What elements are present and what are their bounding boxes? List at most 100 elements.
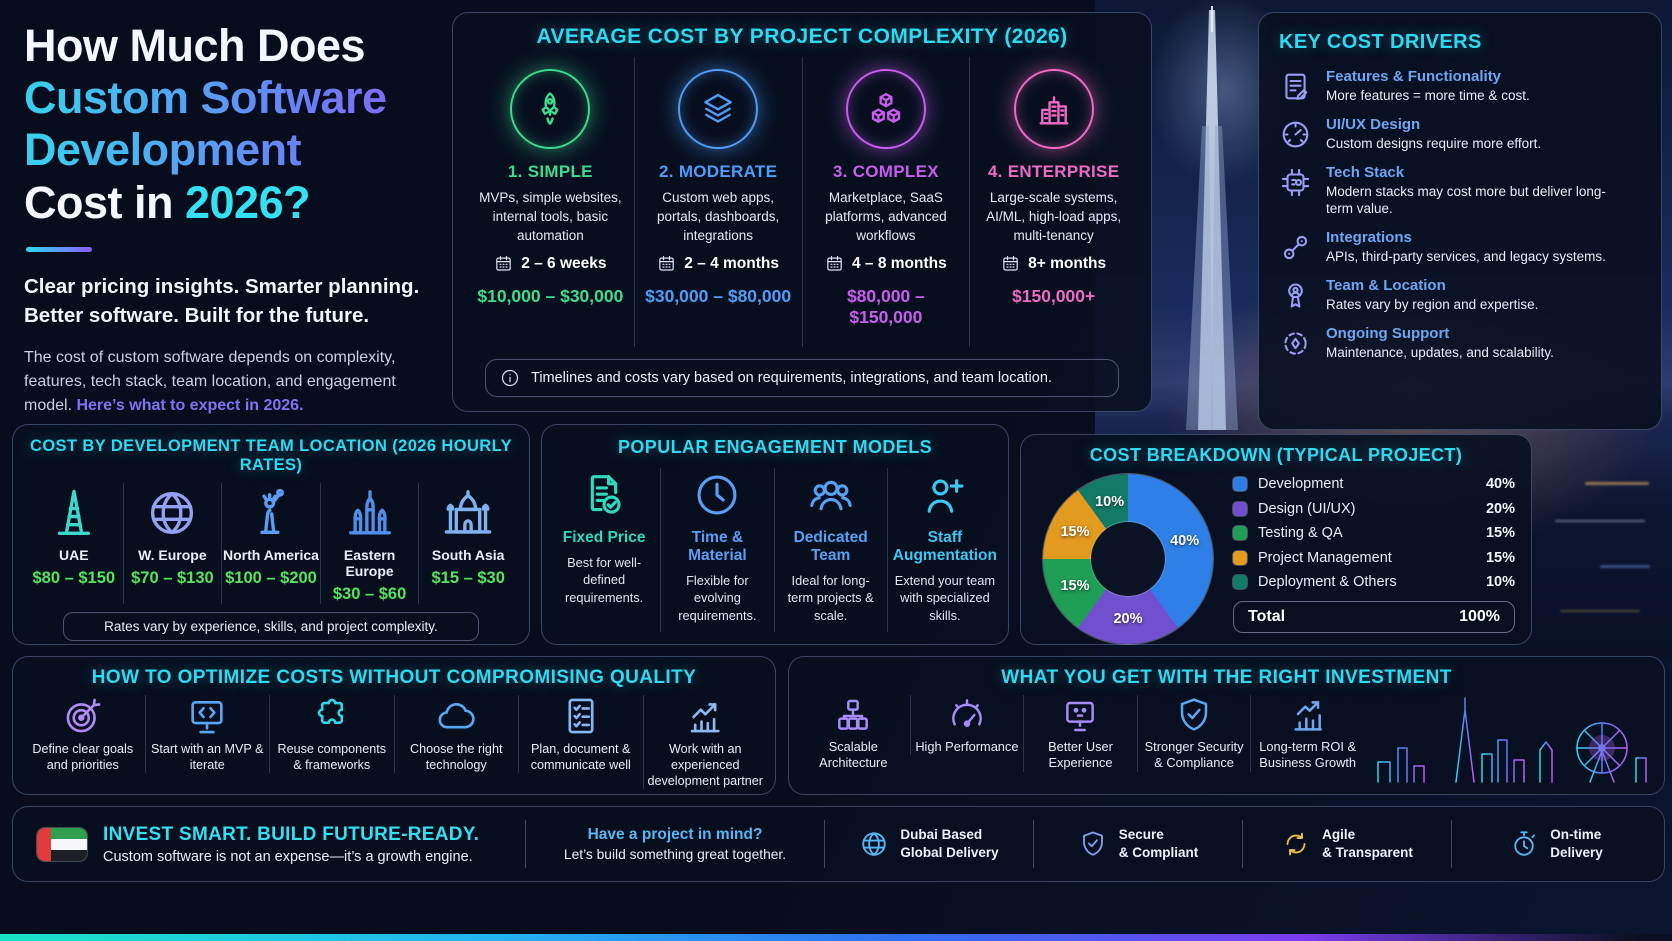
benefits-title: WHAT YOU GET WITH THE RIGHT INVESTMENT <box>1001 667 1452 688</box>
legend-percent: 20% <box>1485 500 1515 517</box>
location-uae: UAE $80 – $150 <box>25 483 123 604</box>
title-line-3: Development <box>24 124 442 176</box>
complexity-note: Timelines and costs vary based on requir… <box>485 359 1119 397</box>
benefit-performance: High Performance <box>909 695 1024 756</box>
slice-label: 15% <box>1060 523 1090 540</box>
badge-secure: Secure & Compliant <box>1054 826 1222 861</box>
total-value: 100% <box>1459 607 1500 625</box>
model-desc: Flexible for evolving requirements. <box>678 573 757 623</box>
puzzle-icon <box>317 698 343 724</box>
driver-desc: Rates vary by region and expertise. <box>1326 297 1539 313</box>
hero-paragraph: The cost of custom software depends on c… <box>24 348 396 414</box>
engagement-panel: POPULAR ENGAGEMENT MODELS Fixed Price Be… <box>541 424 1009 645</box>
location-rate: $70 – $130 <box>131 569 214 587</box>
globe-icon <box>151 491 194 535</box>
calendar-icon <box>827 255 842 271</box>
optimize-label: Plan, document & communicate well <box>530 742 631 773</box>
cubes-icon <box>871 92 901 123</box>
model-dedicated-team: Dedicated Team Ideal for long-term proje… <box>773 468 887 632</box>
burj-khalifa-silhouette <box>1186 6 1238 430</box>
complexity-simple: 1. SIMPLE MVPs, simple websites, interna… <box>467 57 634 347</box>
bar-growth-icon <box>1294 701 1322 731</box>
slice-label: 40% <box>1170 532 1200 549</box>
tier-price: $150,000+ <box>1012 286 1096 306</box>
legend-swatch <box>1233 477 1247 491</box>
optimize-reuse: Reuse components & frameworks <box>269 695 394 774</box>
divider <box>525 820 526 868</box>
water-reflection <box>1600 565 1650 568</box>
optimize-label: Start with an MVP & iterate <box>151 742 264 773</box>
benefit-roi: Long-term ROI & Business Growth <box>1250 695 1364 772</box>
footer-bar: INVEST SMART. BUILD FUTURE-READY. Custom… <box>12 806 1665 882</box>
calendar-icon <box>659 255 674 271</box>
tier-price: $30,000 – $80,000 <box>645 286 792 306</box>
tier-desc: Marketplace, SaaS platforms, advanced wo… <box>825 190 947 243</box>
badge-ontime: On-time Delivery <box>1472 826 1640 861</box>
legend-swatch <box>1233 550 1247 565</box>
calendar-icon <box>496 255 511 271</box>
rocket-icon <box>541 92 559 125</box>
location-north-america: North America $100 – $200 <box>221 483 320 604</box>
location-rate: $100 – $200 <box>225 569 317 587</box>
driver-title: UI/UX Design <box>1326 115 1421 133</box>
driver-features: Features & Functionality More features =… <box>1279 68 1641 105</box>
footer-subline: Custom software is not an expense—it’s a… <box>103 848 473 865</box>
cloud-icon <box>438 702 475 729</box>
icon-ring <box>845 69 926 149</box>
optimize-goals: Define clear goals and priorities <box>21 695 145 773</box>
location-name: North America <box>223 547 319 563</box>
benefit-label: High Performance <box>915 739 1019 754</box>
divider <box>1242 820 1243 868</box>
expect-2026-link[interactable]: Here’s what to expect in 2026. <box>76 396 304 414</box>
complexity-title: AVERAGE COST BY PROJECT COMPLEXITY (2026… <box>536 25 1068 48</box>
document-check-icon <box>590 475 621 514</box>
complexity-panel: AVERAGE COST BY PROJECT COMPLEXITY (2026… <box>452 12 1152 412</box>
complexity-columns: 1. SIMPLE MVPs, simple websites, interna… <box>467 57 1137 347</box>
model-fixed-price: Fixed Price Best for well-defined requir… <box>548 468 660 632</box>
benefit-scalable: Scalable Architecture <box>797 695 910 772</box>
optimize-mvp: Start with an MVP & iterate <box>144 695 270 774</box>
driver-desc: More features = more time & cost. <box>1326 88 1530 103</box>
driver-desc: APIs, third-party services, and legacy s… <box>1326 249 1606 265</box>
divider <box>1451 820 1452 868</box>
legend-percent: 40% <box>1485 476 1515 492</box>
title-line-1: How Much Does <box>24 20 366 71</box>
tier-name: 4. ENTERPRISE <box>987 162 1120 181</box>
divider <box>824 820 825 868</box>
info-icon <box>501 369 519 387</box>
nodes-icon <box>1283 236 1308 260</box>
donut-hole <box>1091 522 1165 596</box>
location-name: Eastern Europe <box>343 547 396 579</box>
team-icon <box>809 480 852 511</box>
slice-label: 10% <box>1095 494 1125 511</box>
tier-name: 3. COMPLEX <box>832 162 939 181</box>
location-name: W. Europe <box>138 547 207 563</box>
shield-check-icon <box>1180 698 1208 731</box>
checklist-icon <box>568 698 594 734</box>
tier-duration: 8+ months <box>976 254 1131 273</box>
legend-item: Project Management 15% <box>1233 550 1515 566</box>
driver-ongoing-support: Ongoing Support Maintenance, updates, an… <box>1279 325 1641 362</box>
benefit-label: Better User Experience <box>1048 739 1113 771</box>
driver-title: Integrations <box>1326 229 1412 247</box>
bottom-accent-strip <box>0 934 1672 941</box>
legend-swatch <box>1233 575 1247 589</box>
globe-icon <box>862 832 887 856</box>
tier-name: 1. SIMPLE <box>507 162 593 181</box>
person-plus-icon <box>927 479 964 513</box>
footer-headline: INVEST SMART. BUILD FUTURE-READY. <box>103 823 480 845</box>
driver-title: Tech Stack <box>1326 163 1405 181</box>
legend-label: Design (UI/UX) <box>1258 500 1356 517</box>
stopwatch-icon <box>1514 831 1536 856</box>
document-pen-icon <box>1285 73 1308 100</box>
location-south-asia: South Asia $15 – $30 <box>418 483 517 604</box>
cta-line-1: Have a project in mind? <box>587 826 763 843</box>
optimize-label: Work with an experienced development par… <box>647 742 763 789</box>
benefits-row: Scalable Architecture High Performance B… <box>797 695 1656 784</box>
complexity-moderate: 2. MODERATE Custom web apps, portals, da… <box>633 57 802 347</box>
locations-title: COST BY DEVELOPMENT TEAM LOCATION (2026 … <box>30 437 512 474</box>
tier-desc: Large-scale systems, AI/ML, high-load ap… <box>986 190 1122 243</box>
monitor-code-icon <box>191 701 223 734</box>
uae-flag-icon <box>37 827 87 861</box>
legend-label: Project Management <box>1258 549 1392 566</box>
